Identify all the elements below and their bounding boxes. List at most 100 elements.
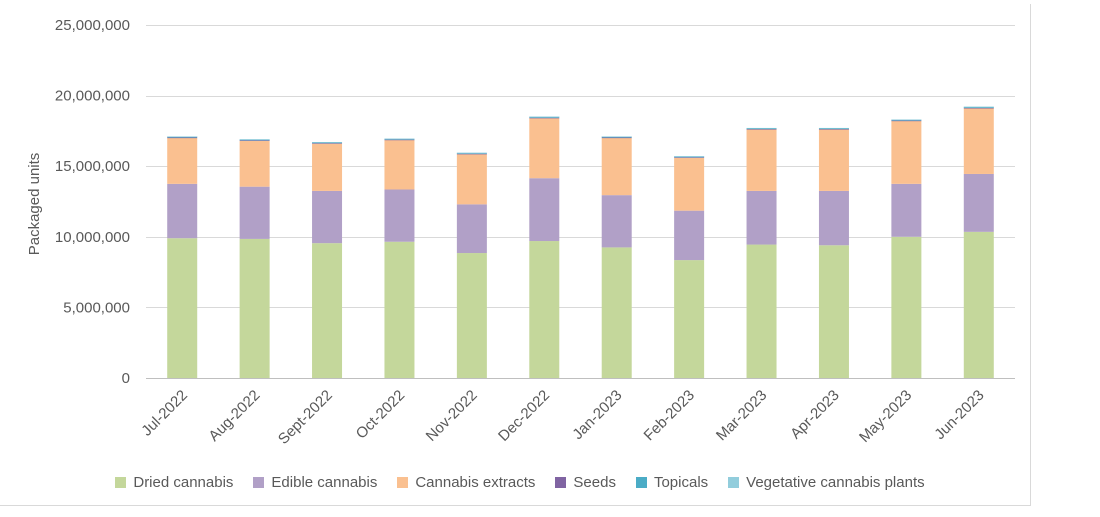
y-tick-label: 20,000,000 <box>55 88 130 105</box>
bar-segment-cannabis-extracts <box>963 108 994 174</box>
bar-segment-topicals <box>963 106 994 108</box>
x-tick-label: Jan-2023 <box>569 387 625 443</box>
bar-segment-seeds <box>456 153 487 155</box>
legend-label: Vegetative cannabis plants <box>746 474 925 491</box>
legend-label: Seeds <box>573 474 616 491</box>
bar-segment-dried-cannabis <box>384 241 415 378</box>
bar-segment-vegetative-cannabis-plants <box>239 139 270 140</box>
bar-segment-vegetative-cannabis-plants <box>746 127 777 129</box>
bar-segment-dried-cannabis <box>456 253 487 378</box>
x-tick-label: Oct-2022 <box>353 387 409 443</box>
x-tick-label: May-2023 <box>856 387 915 446</box>
x-axis-tick-labels: Jul-2022 Aug-2022 Sept-2022 Oct-2022 Nov-202… <box>138 387 987 448</box>
legend-item: Seeds <box>555 474 616 491</box>
legend-item: Cannabis extracts <box>397 474 535 491</box>
bar-segment-seeds <box>818 129 849 130</box>
bar-segment-edible-cannabis <box>891 183 922 237</box>
bar-segment-vegetative-cannabis-plants <box>963 106 994 108</box>
bar-segment-edible-cannabis <box>384 189 415 242</box>
bar-segment-seeds <box>746 129 777 130</box>
bar-segment-vegetative-cannabis-plants <box>384 138 415 140</box>
bar-segment-seeds <box>601 137 632 139</box>
bar-segment-cannabis-extracts <box>239 140 270 187</box>
bars <box>167 106 994 378</box>
legend-swatch <box>253 477 265 488</box>
bar-segment-edible-cannabis <box>529 178 560 242</box>
y-axis-label: Packaged units <box>26 153 43 256</box>
legend-label: Cannabis extracts <box>415 474 536 491</box>
bar-segment-edible-cannabis <box>818 190 849 246</box>
bar-segment-edible-cannabis <box>601 195 632 248</box>
bar-segment-edible-cannabis <box>746 190 777 245</box>
legend-item: Dried cannabis <box>115 474 233 491</box>
bar-segment-topicals <box>312 142 343 144</box>
bar-segment-dried-cannabis <box>529 241 560 378</box>
bar-segment-seeds <box>312 143 343 144</box>
legend-label: Dried cannabis <box>133 474 234 491</box>
bar-segment-topicals <box>239 139 270 141</box>
y-tick-label: 25,000,000 <box>55 17 130 34</box>
bar-segment-cannabis-extracts <box>312 143 343 191</box>
bar-segment-dried-cannabis <box>239 238 270 378</box>
bar-segment-cannabis-extracts <box>601 137 632 196</box>
x-tick-label: Mar-2023 <box>713 387 770 444</box>
bar-segment-topicals <box>167 136 198 138</box>
legend-swatch <box>397 477 409 488</box>
bar-segment-cannabis-extracts <box>891 121 922 184</box>
bar-segment-vegetative-cannabis-plants <box>167 136 198 138</box>
bar-segment-vegetative-cannabis-plants <box>529 116 560 118</box>
bar-segment-edible-cannabis <box>674 210 705 261</box>
bar-segment-dried-cannabis <box>674 260 705 378</box>
x-tick-label: Jun-2023 <box>931 387 987 443</box>
bar-segment-seeds <box>674 157 705 158</box>
bar-segment-cannabis-extracts <box>456 154 487 205</box>
x-tick-label: Jul-2022 <box>138 387 191 440</box>
y-tick-label: 15,000,000 <box>55 158 130 175</box>
bar-segment-edible-cannabis <box>312 190 343 244</box>
legend-swatch <box>555 477 567 488</box>
x-tick-label: Apr-2023 <box>787 387 843 443</box>
legend-label: Edible cannabis <box>271 474 378 491</box>
legend-item: Edible cannabis <box>253 474 377 491</box>
bar-segment-edible-cannabis <box>963 173 994 232</box>
legend-item: Vegetative cannabis plants <box>728 474 925 491</box>
bar-segment-topicals <box>601 136 632 138</box>
bar-segment-dried-cannabis <box>891 236 922 378</box>
bar-segment-vegetative-cannabis-plants <box>601 136 632 138</box>
bar-segment-cannabis-extracts <box>818 129 849 191</box>
legend-label: Topicals <box>653 474 709 491</box>
bar-segment-vegetative-cannabis-plants <box>891 119 922 121</box>
bar-segment-cannabis-extracts <box>529 118 560 179</box>
x-tick-label: Aug-2022 <box>205 387 263 445</box>
bar-segment-seeds <box>384 139 415 141</box>
bar-segment-vegetative-cannabis-plants <box>818 127 849 129</box>
frame-right-border <box>1030 4 1031 506</box>
bar-segment-topicals <box>674 156 705 158</box>
y-axis-tick-labels: 0 5,000,000 10,000,000 15,000,000 20,000,000… <box>55 17 130 387</box>
bar-segment-seeds <box>963 107 994 109</box>
bar-segment-vegetative-cannabis-plants <box>312 142 343 143</box>
bar-segment-vegetative-cannabis-plants <box>674 156 705 157</box>
gridlines <box>146 25 1015 379</box>
x-tick-label: Nov-2022 <box>423 387 481 445</box>
bar-segment-vegetative-cannabis-plants <box>456 152 487 154</box>
legend-swatch <box>728 477 740 488</box>
bar-segment-seeds <box>529 117 560 119</box>
bar-segment-cannabis-extracts <box>384 140 415 190</box>
bar-segment-dried-cannabis <box>167 238 198 378</box>
bar-segment-edible-cannabis <box>239 186 270 239</box>
bar-segment-cannabis-extracts <box>167 137 198 184</box>
bar-segment-dried-cannabis <box>963 231 994 378</box>
legend-item: Topicals <box>635 474 709 491</box>
bar-segment-seeds <box>167 137 198 139</box>
bar-segment-dried-cannabis <box>818 245 849 378</box>
bar-segment-edible-cannabis <box>456 204 487 254</box>
bar-segment-dried-cannabis <box>312 243 343 378</box>
bar-segment-dried-cannabis <box>746 244 777 378</box>
bar-segment-seeds <box>891 120 922 122</box>
x-tick-label: Dec-2022 <box>495 387 553 445</box>
bar-segment-topicals <box>529 116 560 118</box>
y-tick-label: 10,000,000 <box>55 229 130 246</box>
bar-segment-edible-cannabis <box>167 183 198 239</box>
